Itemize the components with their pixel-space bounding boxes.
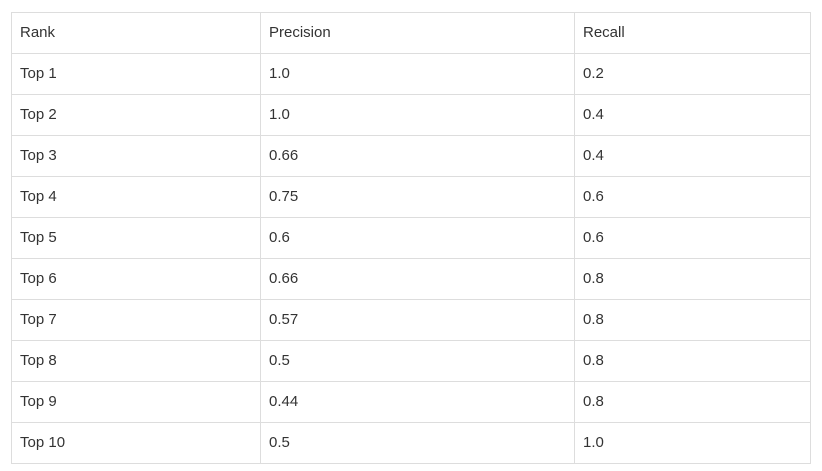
recall-cell: 1.0 xyxy=(574,422,811,464)
column-header-rank: Rank xyxy=(11,12,261,54)
table-row: Top 8 0.5 0.8 xyxy=(11,340,811,382)
precision-cell: 0.66 xyxy=(260,135,575,177)
precision-cell: 1.0 xyxy=(260,53,575,95)
rank-cell: Top 4 xyxy=(11,176,261,218)
rank-cell: Top 5 xyxy=(11,217,261,259)
precision-cell: 0.6 xyxy=(260,217,575,259)
table-row: Top 2 1.0 0.4 xyxy=(11,94,811,136)
rank-cell: Top 7 xyxy=(11,299,261,341)
precision-cell: 0.5 xyxy=(260,422,575,464)
recall-cell: 0.8 xyxy=(574,340,811,382)
recall-cell: 0.8 xyxy=(574,258,811,300)
results-table-container: Rank Precision Recall Top 1 1.0 0.2 Top … xyxy=(11,12,811,464)
precision-cell: 0.5 xyxy=(260,340,575,382)
table-row: Top 7 0.57 0.8 xyxy=(11,299,811,341)
rank-cell: Top 2 xyxy=(11,94,261,136)
table-row: Top 3 0.66 0.4 xyxy=(11,135,811,177)
column-header-precision: Precision xyxy=(260,12,575,54)
rank-cell: Top 1 xyxy=(11,53,261,95)
recall-cell: 0.6 xyxy=(574,217,811,259)
recall-cell: 0.6 xyxy=(574,176,811,218)
table-row: Top 9 0.44 0.8 xyxy=(11,381,811,423)
recall-cell: 0.8 xyxy=(574,381,811,423)
column-header-recall: Recall xyxy=(574,12,811,54)
rank-cell: Top 6 xyxy=(11,258,261,300)
rank-cell: Top 10 xyxy=(11,422,261,464)
table-row: Top 6 0.66 0.8 xyxy=(11,258,811,300)
recall-cell: 0.2 xyxy=(574,53,811,95)
table-row: Top 1 1.0 0.2 xyxy=(11,53,811,95)
table-header-row: Rank Precision Recall xyxy=(11,12,811,54)
table-row: Top 5 0.6 0.6 xyxy=(11,217,811,259)
table-row: Top 10 0.5 1.0 xyxy=(11,422,811,464)
rank-cell: Top 3 xyxy=(11,135,261,177)
recall-cell: 0.8 xyxy=(574,299,811,341)
recall-cell: 0.4 xyxy=(574,135,811,177)
precision-cell: 0.66 xyxy=(260,258,575,300)
rank-cell: Top 8 xyxy=(11,340,261,382)
table-row: Top 4 0.75 0.6 xyxy=(11,176,811,218)
precision-cell: 0.75 xyxy=(260,176,575,218)
rank-cell: Top 9 xyxy=(11,381,261,423)
precision-cell: 0.57 xyxy=(260,299,575,341)
precision-cell: 1.0 xyxy=(260,94,575,136)
precision-cell: 0.44 xyxy=(260,381,575,423)
recall-cell: 0.4 xyxy=(574,94,811,136)
precision-recall-table: Rank Precision Recall Top 1 1.0 0.2 Top … xyxy=(11,12,811,464)
